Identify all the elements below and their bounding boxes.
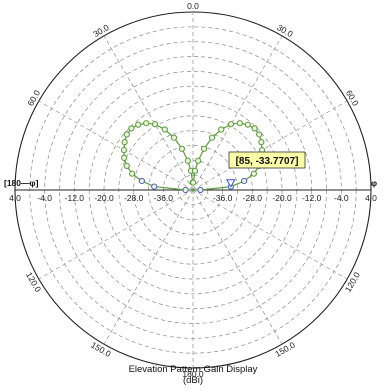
series-point — [195, 157, 202, 164]
grid-spoke — [192, 100, 348, 191]
left-axis-label: [180—φ] — [4, 178, 39, 188]
series-point — [191, 167, 199, 174]
series-point — [123, 131, 130, 138]
series-point — [227, 121, 235, 128]
series-point — [170, 134, 178, 141]
series-point — [197, 186, 204, 194]
series-point — [256, 131, 263, 138]
chart-title: Elevation Pattern Gain Display — [129, 364, 258, 375]
series-point — [236, 120, 243, 127]
series-point — [182, 186, 189, 194]
series-point — [200, 145, 208, 152]
series-point — [138, 177, 145, 185]
series-point — [244, 121, 251, 128]
grid-spoke — [192, 189, 348, 280]
grid-spoke — [192, 189, 283, 345]
radial-tick-label: -20.0 — [94, 193, 114, 203]
series-point — [121, 154, 128, 161]
right-axis-label: φ — [371, 178, 377, 188]
series-point — [120, 147, 128, 154]
data-tooltip: [85, -33.7707] — [225, 151, 306, 188]
series-point — [161, 126, 168, 133]
radial-tick-label: -20.0 — [272, 193, 292, 203]
angle-tick-label: 30.0 — [91, 22, 111, 39]
series-point — [129, 170, 136, 177]
radial-tick-label: -12.0 — [302, 193, 322, 203]
grid-spoke — [103, 35, 194, 191]
radial-tick-label: -36.0 — [154, 193, 174, 203]
radial-tick-label: -4.0 — [334, 193, 349, 203]
grid-spoke — [38, 100, 194, 191]
grid-spoke — [38, 189, 194, 280]
radial-tick-label: -36.0 — [213, 193, 233, 203]
series-point — [190, 179, 197, 186]
radial-tick-labels: 4.0 4.0-4.0 -4.0-12.0 -12.0-20.0 -20.0-28.0-… — [9, 193, 377, 203]
series-point — [251, 125, 258, 132]
series-point — [184, 157, 191, 164]
angle-tick-label: 120.0 — [343, 270, 362, 294]
series-point — [241, 177, 248, 185]
tooltip-marker — [225, 179, 236, 188]
angle-tick-label: 120.0 — [24, 270, 43, 294]
angle-tick-label: 0.0 — [187, 1, 199, 11]
radial-tick-label: -12.0 — [65, 193, 85, 203]
series-point — [128, 125, 135, 132]
grid-spoke — [192, 35, 283, 191]
series-point — [123, 162, 130, 170]
series-point — [178, 145, 186, 152]
angle-tick-label: 60.0 — [344, 88, 361, 108]
series-point — [250, 170, 257, 177]
angle-tick-label: 180.0 — [182, 369, 204, 379]
radial-tick-label: 4.0 — [9, 193, 21, 203]
series-point — [218, 126, 225, 133]
series-point — [151, 121, 159, 128]
polar-grid — [14, 11, 372, 369]
tooltip-text: [85, -33.7707] — [236, 156, 299, 167]
chart-unit: (dBi) — [183, 375, 203, 386]
radial-tick-label: -28.0 — [124, 193, 144, 203]
angle-tick-label: 30.0 — [275, 22, 295, 39]
series-point — [121, 139, 128, 146]
series-point — [135, 121, 142, 128]
radial-tick-label: -28.0 — [243, 193, 263, 203]
series-point — [143, 120, 150, 127]
radial-tick-label: -4.0 — [37, 193, 52, 203]
series-point — [258, 139, 265, 146]
tooltip-box — [228, 151, 306, 169]
radial-tick-label: 4.0 — [365, 193, 377, 203]
angle-tick-label: 150.0 — [89, 340, 113, 359]
series-point — [208, 134, 216, 141]
angle-tick-label: 60.0 — [25, 88, 42, 108]
angle-tick-label: 150.0 — [273, 340, 297, 359]
series-point — [151, 183, 158, 190]
grid-spoke — [103, 189, 194, 345]
